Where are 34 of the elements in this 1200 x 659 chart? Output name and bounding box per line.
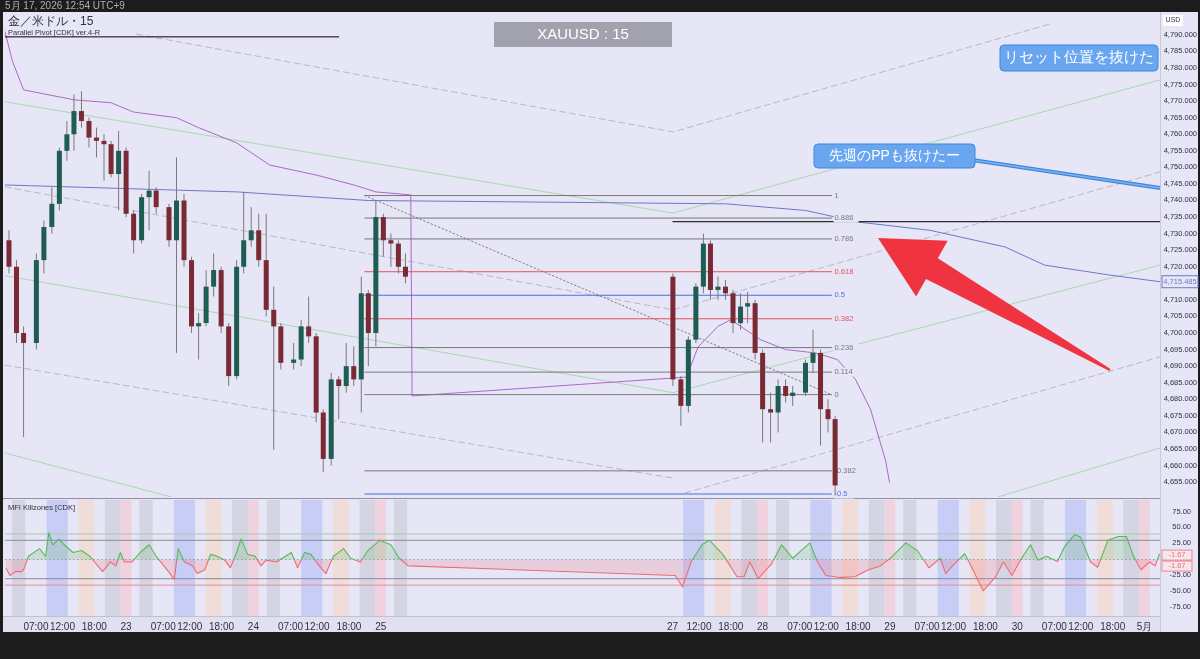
annotation: リセット位置を抜けた — [1004, 49, 1154, 66]
line-series — [5, 31, 890, 483]
x-tick-label: 12:00 — [177, 620, 203, 632]
x-tick-label: 18:00 — [845, 620, 872, 632]
x-tick-label: 12:00 — [941, 620, 967, 632]
x-tick-label: 28 — [757, 620, 769, 632]
x-tick-label: 07:00 — [787, 620, 813, 632]
x-tick-label: 5月 — [1136, 620, 1153, 632]
x-tick-label: 18:00 — [81, 620, 108, 632]
x-tick-label: 18:00 — [972, 620, 999, 632]
annotation: 先週のPPも抜けたー — [829, 147, 960, 164]
x-tick-label: 23 — [120, 620, 133, 632]
x-tick-label: 12:00 — [813, 620, 840, 632]
x-tick-label: 18:00 — [1100, 620, 1126, 632]
x-tick-label: 18:00 — [209, 620, 235, 632]
x-tick-label: 29 — [884, 620, 896, 632]
x-tick-label: 18:00 — [718, 620, 744, 632]
x-tick-label: 25 — [375, 620, 387, 632]
x-tick-label: 07:00 — [23, 620, 49, 632]
x-tick-label: 07:00 — [150, 620, 177, 632]
x-tick-label: 12:00 — [1068, 620, 1094, 632]
x-tick-label: 12:00 — [49, 620, 76, 632]
chart-subtitle: 金／米ドル・15 — [8, 14, 94, 29]
x-tick-label: 27 — [666, 620, 679, 632]
x-tick-label: 07:00 — [1041, 620, 1068, 632]
text: 5月 17, 2026 12:54 UTC+9 — [5, 0, 126, 12]
x-tick-label: 07:00 — [278, 620, 304, 632]
text: XAUUSD : 15 — [537, 24, 629, 42]
x-tick-label: 07:00 — [914, 620, 940, 632]
x-tick-label: 12:00 — [686, 620, 712, 632]
x-tick-label: 18:00 — [336, 620, 362, 632]
x-tick-label: 24 — [247, 620, 260, 632]
x-tick-label: 30 — [1011, 620, 1024, 632]
x-tick-label: 12:00 — [304, 620, 331, 632]
